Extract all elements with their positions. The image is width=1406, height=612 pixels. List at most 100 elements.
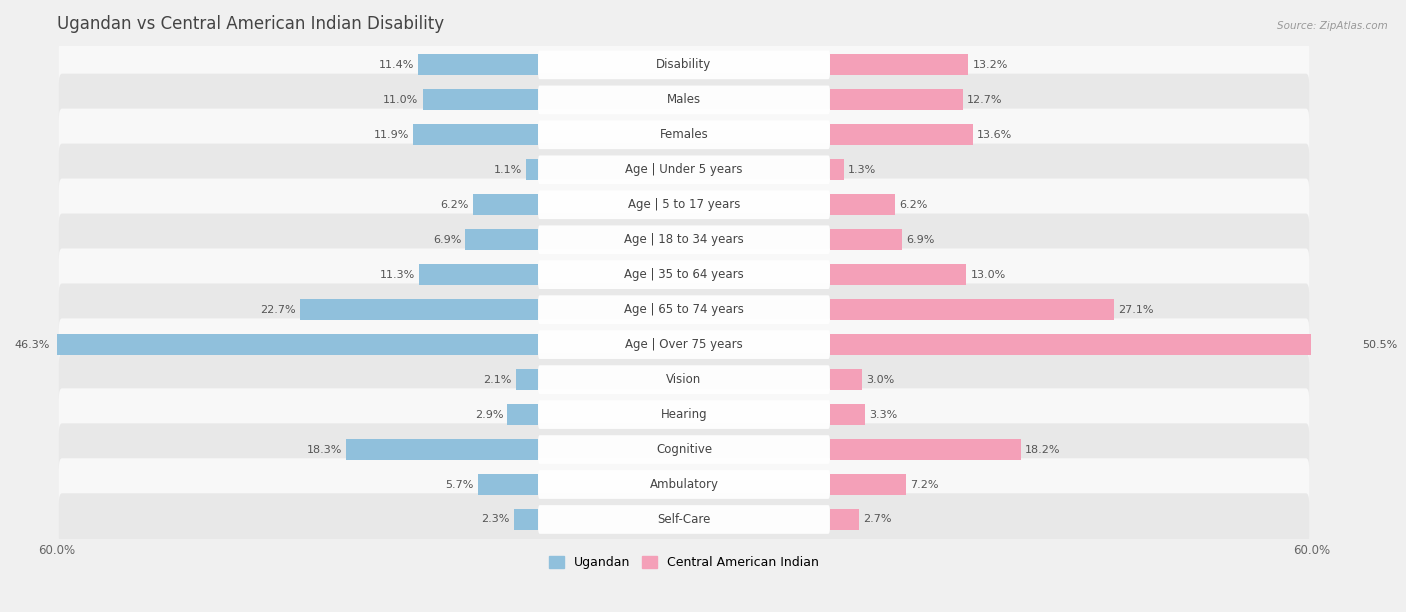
Bar [53, 334, 537, 355]
Bar [831, 474, 905, 495]
Bar [831, 264, 966, 285]
Text: Age | Under 5 years: Age | Under 5 years [626, 163, 742, 176]
Text: 6.9%: 6.9% [433, 235, 461, 245]
FancyBboxPatch shape [538, 435, 830, 464]
Bar [472, 194, 537, 215]
Text: 6.2%: 6.2% [440, 200, 468, 210]
Text: Hearing: Hearing [661, 408, 707, 421]
Bar [526, 159, 537, 181]
Text: Age | 18 to 34 years: Age | 18 to 34 years [624, 233, 744, 246]
FancyBboxPatch shape [538, 190, 830, 219]
FancyBboxPatch shape [59, 214, 1309, 266]
Bar [831, 299, 1114, 320]
FancyBboxPatch shape [538, 470, 830, 499]
FancyBboxPatch shape [59, 108, 1309, 161]
Bar [419, 54, 537, 75]
FancyBboxPatch shape [538, 86, 830, 114]
Text: Vision: Vision [666, 373, 702, 386]
Text: 2.7%: 2.7% [863, 515, 891, 524]
Bar [831, 230, 903, 250]
FancyBboxPatch shape [59, 283, 1309, 336]
Text: Age | 35 to 64 years: Age | 35 to 64 years [624, 268, 744, 281]
Bar [465, 230, 537, 250]
Text: Disability: Disability [657, 58, 711, 72]
Text: 6.9%: 6.9% [907, 235, 935, 245]
Text: Age | 5 to 17 years: Age | 5 to 17 years [628, 198, 740, 211]
FancyBboxPatch shape [538, 51, 830, 79]
Text: Males: Males [666, 94, 702, 106]
Text: 11.0%: 11.0% [384, 95, 419, 105]
FancyBboxPatch shape [59, 458, 1309, 511]
Bar [413, 124, 537, 145]
Text: Source: ZipAtlas.com: Source: ZipAtlas.com [1277, 21, 1388, 31]
Text: 13.2%: 13.2% [973, 60, 1008, 70]
FancyBboxPatch shape [59, 248, 1309, 301]
Text: 46.3%: 46.3% [14, 340, 49, 349]
Bar [478, 474, 537, 495]
FancyBboxPatch shape [59, 389, 1309, 441]
Text: Females: Females [659, 129, 709, 141]
Text: 3.0%: 3.0% [866, 375, 894, 384]
Bar [831, 159, 844, 181]
FancyBboxPatch shape [538, 505, 830, 534]
Bar [513, 509, 537, 530]
Bar [346, 439, 537, 460]
Text: 18.3%: 18.3% [307, 444, 342, 455]
FancyBboxPatch shape [538, 225, 830, 254]
Bar [419, 264, 537, 285]
Text: Age | 65 to 74 years: Age | 65 to 74 years [624, 303, 744, 316]
FancyBboxPatch shape [59, 318, 1309, 371]
Text: 5.7%: 5.7% [446, 480, 474, 490]
Text: Ugandan vs Central American Indian Disability: Ugandan vs Central American Indian Disab… [56, 15, 444, 33]
Text: Ambulatory: Ambulatory [650, 478, 718, 491]
FancyBboxPatch shape [59, 73, 1309, 126]
Bar [423, 89, 537, 110]
FancyBboxPatch shape [538, 330, 830, 359]
FancyBboxPatch shape [538, 155, 830, 184]
Bar [831, 439, 1021, 460]
FancyBboxPatch shape [59, 179, 1309, 231]
Text: 11.3%: 11.3% [380, 270, 415, 280]
Text: 50.5%: 50.5% [1362, 340, 1398, 349]
Text: 3.3%: 3.3% [869, 409, 897, 420]
FancyBboxPatch shape [59, 493, 1309, 546]
Text: Age | Over 75 years: Age | Over 75 years [626, 338, 742, 351]
Text: 2.9%: 2.9% [475, 409, 503, 420]
Text: 1.1%: 1.1% [494, 165, 522, 175]
Text: 7.2%: 7.2% [910, 480, 938, 490]
Bar [831, 124, 973, 145]
Bar [831, 509, 859, 530]
FancyBboxPatch shape [538, 121, 830, 149]
Text: 2.1%: 2.1% [484, 375, 512, 384]
FancyBboxPatch shape [538, 400, 830, 429]
Text: Cognitive: Cognitive [657, 443, 711, 456]
Text: 1.3%: 1.3% [848, 165, 876, 175]
Bar [831, 404, 865, 425]
Bar [831, 334, 1358, 355]
FancyBboxPatch shape [59, 144, 1309, 196]
FancyBboxPatch shape [59, 424, 1309, 476]
Text: Self-Care: Self-Care [658, 513, 710, 526]
Bar [831, 54, 969, 75]
FancyBboxPatch shape [59, 39, 1309, 91]
FancyBboxPatch shape [538, 296, 830, 324]
Bar [301, 299, 537, 320]
Text: 12.7%: 12.7% [967, 95, 1002, 105]
Bar [831, 194, 896, 215]
Text: 6.2%: 6.2% [900, 200, 928, 210]
Bar [516, 369, 537, 390]
Text: 11.4%: 11.4% [378, 60, 415, 70]
Text: 18.2%: 18.2% [1025, 444, 1060, 455]
Text: 27.1%: 27.1% [1118, 305, 1153, 315]
Text: 2.3%: 2.3% [481, 515, 509, 524]
FancyBboxPatch shape [59, 353, 1309, 406]
Bar [831, 369, 862, 390]
Legend: Ugandan, Central American Indian: Ugandan, Central American Indian [544, 551, 824, 575]
FancyBboxPatch shape [538, 260, 830, 289]
Text: 13.6%: 13.6% [977, 130, 1012, 140]
Bar [831, 89, 963, 110]
Bar [508, 404, 537, 425]
Text: 11.9%: 11.9% [374, 130, 409, 140]
Text: 13.0%: 13.0% [970, 270, 1005, 280]
Text: 22.7%: 22.7% [260, 305, 297, 315]
